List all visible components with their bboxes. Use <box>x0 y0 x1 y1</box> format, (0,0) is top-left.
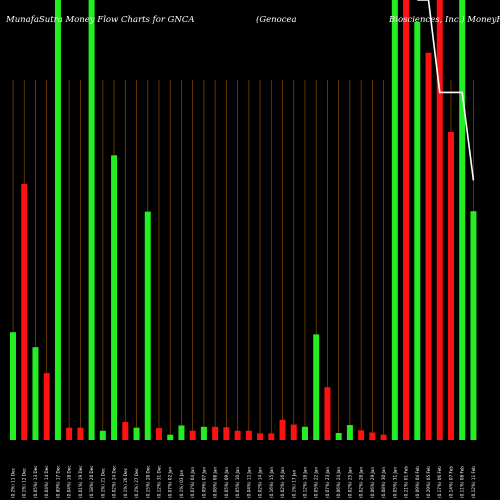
bar <box>447 132 454 440</box>
bar <box>391 0 398 440</box>
bar <box>324 387 331 440</box>
x-tick-label: (0.12%) 11 Feb <box>471 466 476 498</box>
x-tick-label: (0.16%) 15 Jan <box>269 467 274 498</box>
x-tick-label: (0.05%) 31 Jan <box>392 467 397 498</box>
x-tick-label: (0.12%) 18 Jan <box>302 467 307 498</box>
chart-title: MunafaSutra Money Flow Charts for GNCA (… <box>5 14 500 25</box>
x-tick-label: (0.09%) 07 Jan <box>201 467 206 498</box>
x-tick-label: (0.02%) 24 Dec <box>112 465 117 498</box>
bars <box>10 0 477 441</box>
x-tick-label: (0.21%) 01 Feb <box>404 466 409 498</box>
x-tick-label: (0.29%) 05 Feb <box>426 466 431 498</box>
x-tick-label: (0.1%) 26 Dec <box>123 467 128 498</box>
x-tick-label: (0.07%) 04 Jan <box>190 467 195 498</box>
x-tick-label: (0.09%) 04 Feb <box>415 466 420 498</box>
x-tick-label: (0.1%) 17 Jan <box>291 469 296 498</box>
bar <box>245 430 252 440</box>
bar <box>268 433 275 440</box>
x-tick-label: (0.04%) 14 Dec <box>44 465 49 498</box>
x-tick-label: (0.06%) 29 Jan <box>370 467 375 498</box>
bar <box>167 434 174 440</box>
x-tick-label: (0.01%) 19 Dec <box>78 465 83 498</box>
bar <box>77 427 84 440</box>
bar <box>358 430 365 440</box>
bar <box>425 52 432 441</box>
bar <box>155 428 162 440</box>
x-tick-label: (0.15%) 28 Dec <box>145 465 150 498</box>
x-tick-label: (0.89%) 17 Dec <box>55 465 60 498</box>
x-tick-label: (0.11%) 08 Feb <box>460 466 465 498</box>
bar <box>10 332 16 440</box>
bar <box>301 426 308 440</box>
x-tick-label: (0.06%) 24 Jan <box>336 467 341 498</box>
bar <box>279 419 286 440</box>
x-tick-label: (0.05%) 10 Jan <box>235 467 240 498</box>
bar <box>21 183 28 441</box>
x-tick-label: (0.08%) 30 Jan <box>381 467 386 498</box>
bar <box>212 426 219 440</box>
x-tick-label: (0.05%) 09 Jan <box>224 467 229 498</box>
x-tick-label: (0.2%) 27 Dec <box>134 467 139 498</box>
title-part-1: MunafaSutra Money Flow Charts for GNCA <box>5 15 195 25</box>
title-part-2: (Genocea <box>256 14 297 25</box>
bar <box>144 211 151 440</box>
x-tick-label: (0.17%) 06 Feb <box>437 466 442 498</box>
bar <box>223 427 230 440</box>
bar <box>369 432 376 440</box>
bar <box>88 0 95 440</box>
x-tick-label: (0.05%) 13 Dec <box>33 465 38 498</box>
bar <box>43 373 50 440</box>
bar <box>313 334 320 440</box>
x-tick-label: (0.18%) 20 Dec <box>89 465 94 498</box>
x-tick-label: (0.2%) 11 Dec <box>11 467 16 498</box>
x-tick-label: (0.08%) 08 Jan <box>213 467 218 498</box>
x-tick-label: (0.02%) 14 Jan <box>258 467 263 498</box>
bar <box>32 347 39 440</box>
x-tick-label: (0.02%) 25 Jan <box>347 467 352 498</box>
x-tick-label: (0.04%) 18 Dec <box>67 465 72 498</box>
bar <box>459 0 466 440</box>
x-tick-label: (0.1%) 21 Dec <box>100 467 105 498</box>
bar <box>111 155 118 440</box>
x-tick-label: (0.07%) 23 Jan <box>325 467 330 498</box>
x-tick-label: (0.04%) 11 Jan <box>246 467 251 498</box>
bar <box>200 426 207 440</box>
bar <box>189 430 196 440</box>
bar <box>178 425 185 440</box>
bar <box>470 211 477 440</box>
bar <box>54 0 61 440</box>
x-tick-label: (0.02%) 28 Jan <box>359 467 364 498</box>
x-tick-label: (0.02%) 16 Jan <box>280 467 285 498</box>
bar <box>403 0 410 440</box>
bar <box>234 430 241 440</box>
x-tick-label: (0.12%) 31 Dec <box>156 465 161 498</box>
bar <box>99 430 106 440</box>
bar <box>122 421 129 440</box>
x-tick-label: (0.1%) 12 Dec <box>22 467 27 498</box>
bar <box>335 432 342 440</box>
bar <box>414 22 421 440</box>
x-tick-label: (0.14%) 07 Feb <box>448 466 453 498</box>
x-tick-label: (0.1%) 03 Jan <box>179 469 184 498</box>
bar <box>346 425 353 440</box>
x-tick-labels: (0.2%) 11 Dec (0.1%) 12 Dec (0.05%) 13 Dec… <box>11 465 476 498</box>
bar <box>133 427 140 440</box>
bar <box>380 434 387 440</box>
bar <box>257 433 264 440</box>
bar <box>66 427 73 440</box>
money-flow-line <box>417 0 475 181</box>
bar <box>436 0 443 440</box>
bar <box>290 424 297 440</box>
x-tick-label: (0.07%) 02 Jan <box>168 467 173 498</box>
x-tick-label: (0.05%) 22 Jan <box>314 467 319 498</box>
